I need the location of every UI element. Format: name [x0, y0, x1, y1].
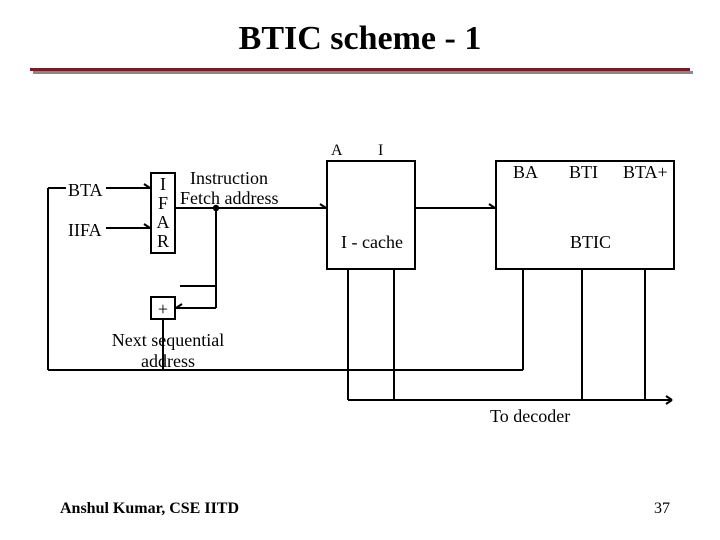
ifar-letter-F: F: [152, 194, 174, 213]
icache-box: [326, 160, 416, 270]
icache-col-I-label: I: [378, 142, 383, 160]
btic-col-BTI-label: BTI: [566, 162, 601, 183]
btic-title-label: BTIC: [565, 232, 616, 253]
next-seq-line2: address: [141, 351, 195, 371]
btic-col-BTAplus-label: BTA+: [620, 162, 671, 183]
slide-root: BTIC scheme - 1: [0, 0, 720, 540]
icache-title-label: I - cache: [338, 232, 406, 253]
icache-col-A-label: A: [331, 142, 343, 160]
next-seq-label: Next sequential address: [88, 330, 248, 372]
adder-box: +: [150, 296, 176, 320]
ifar-letter-R: R: [152, 232, 174, 251]
footer-author: Anshul Kumar, CSE IITD: [60, 500, 239, 518]
footer-page-number: 37: [654, 500, 670, 518]
adder-plus-label: +: [158, 299, 168, 319]
ifar-letter-A: A: [152, 213, 174, 232]
bta-input-label: BTA: [68, 180, 103, 201]
to-decoder-label: To decoder: [490, 406, 570, 427]
diagram-lines: [0, 0, 720, 540]
instruction-label: Instruction: [190, 168, 268, 189]
ifar-letter-I: I: [152, 175, 174, 194]
btic-col-BA-label: BA: [510, 162, 541, 183]
iifa-input-label: IIFA: [68, 220, 102, 241]
next-seq-line1: Next sequential: [112, 330, 224, 350]
fetch-address-label: Fetch address: [180, 188, 278, 209]
ifar-register-box: I F A R: [150, 172, 176, 254]
